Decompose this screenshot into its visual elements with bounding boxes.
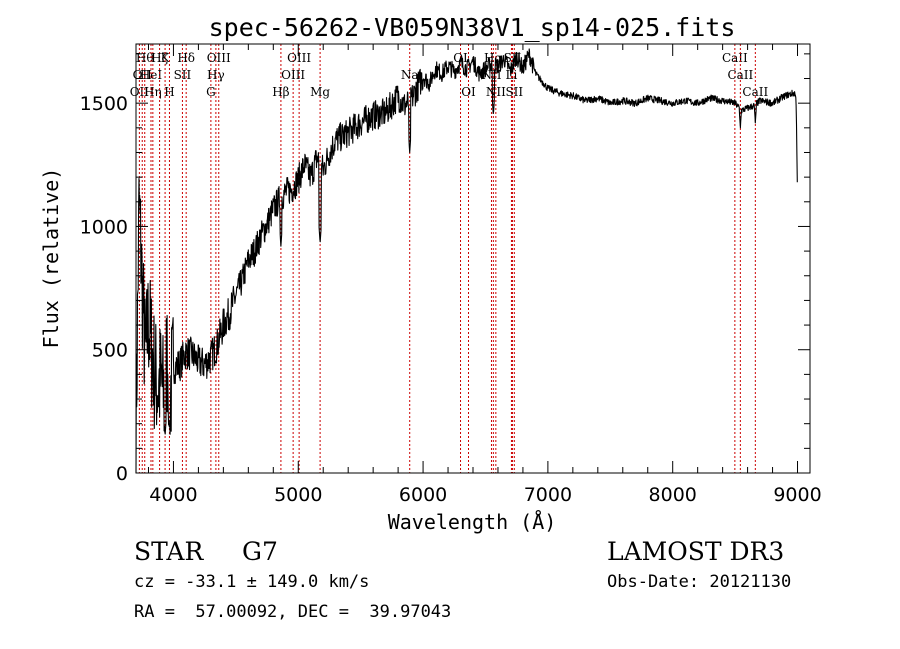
line-marker-label: CaII — [722, 51, 748, 65]
y-tick-label: 1000 — [80, 216, 128, 238]
line-marker-label: K — [161, 51, 171, 65]
line-marker-label: G — [206, 85, 216, 99]
y-tick-label: 0 — [116, 463, 128, 485]
line-marker-label: Hζ — [151, 51, 168, 65]
x-tick-label: 8000 — [649, 484, 697, 506]
line-marker-label: OIII — [281, 68, 305, 82]
line-marker-label: Hη — [144, 85, 162, 99]
survey-name: LAMOST DR3 — [607, 537, 785, 566]
x-tick-label: 6000 — [399, 484, 447, 506]
y-tick-label: 1500 — [80, 93, 128, 115]
x-tick-label: 7000 — [524, 484, 572, 506]
line-marker-label: H — [164, 85, 174, 99]
spectrum-series — [135, 48, 798, 474]
line-marker-label: Hθ — [136, 51, 154, 65]
line-marker-label: OI — [461, 85, 476, 99]
x-tick-label: 9000 — [773, 484, 821, 506]
plot-frame — [135, 43, 811, 474]
line-marker-label: OIII — [207, 51, 231, 65]
line-marker-label: HeI — [140, 68, 163, 82]
y-tick-label: 500 — [92, 340, 128, 362]
object-class: STAR — [134, 537, 204, 566]
line-marker-label: Na — [401, 68, 419, 82]
object-subclass: G7 — [242, 537, 278, 566]
line-marker-label: CaII — [742, 85, 768, 99]
spectral-line-markers: OIIOIIHθHeIHηHζKHSIIHδGHγOIIIHβOIIIOIIIM… — [130, 44, 768, 473]
line-marker-label: SII — [174, 68, 192, 82]
coordinates-line: RA = 57.00092, DEC = 39.97043 — [134, 602, 452, 622]
axes: 4000 5000 6000 7000 8000 9000 0 500 1000 1500 — [80, 44, 822, 506]
y-axis-label: Flux (relative) — [39, 168, 63, 349]
line-marker-label: Li — [506, 68, 518, 82]
x-tick-label: 5000 — [274, 484, 322, 506]
line-marker-label: Hδ — [177, 51, 195, 65]
line-marker-label: NII — [486, 85, 506, 99]
spectrum-line — [135, 48, 798, 474]
chart-title: spec-56262-VB059N38V1_sp14-025.fits — [209, 13, 736, 42]
x-tick-label: 4000 — [149, 484, 197, 506]
redshift-line: cz = -33.1 ± 149.0 km/s — [134, 572, 370, 592]
line-marker-label: Hβ — [272, 85, 289, 99]
line-marker-label: Mg — [310, 85, 330, 99]
observation-date: Obs-Date: 20121130 — [607, 572, 792, 592]
x-axis-label: Wavelength (Å) — [388, 510, 557, 534]
line-marker-label: Hγ — [207, 68, 225, 82]
line-marker-label: SII — [505, 85, 523, 99]
line-marker-label: CaII — [727, 68, 753, 82]
line-marker-label: OIII — [287, 51, 311, 65]
